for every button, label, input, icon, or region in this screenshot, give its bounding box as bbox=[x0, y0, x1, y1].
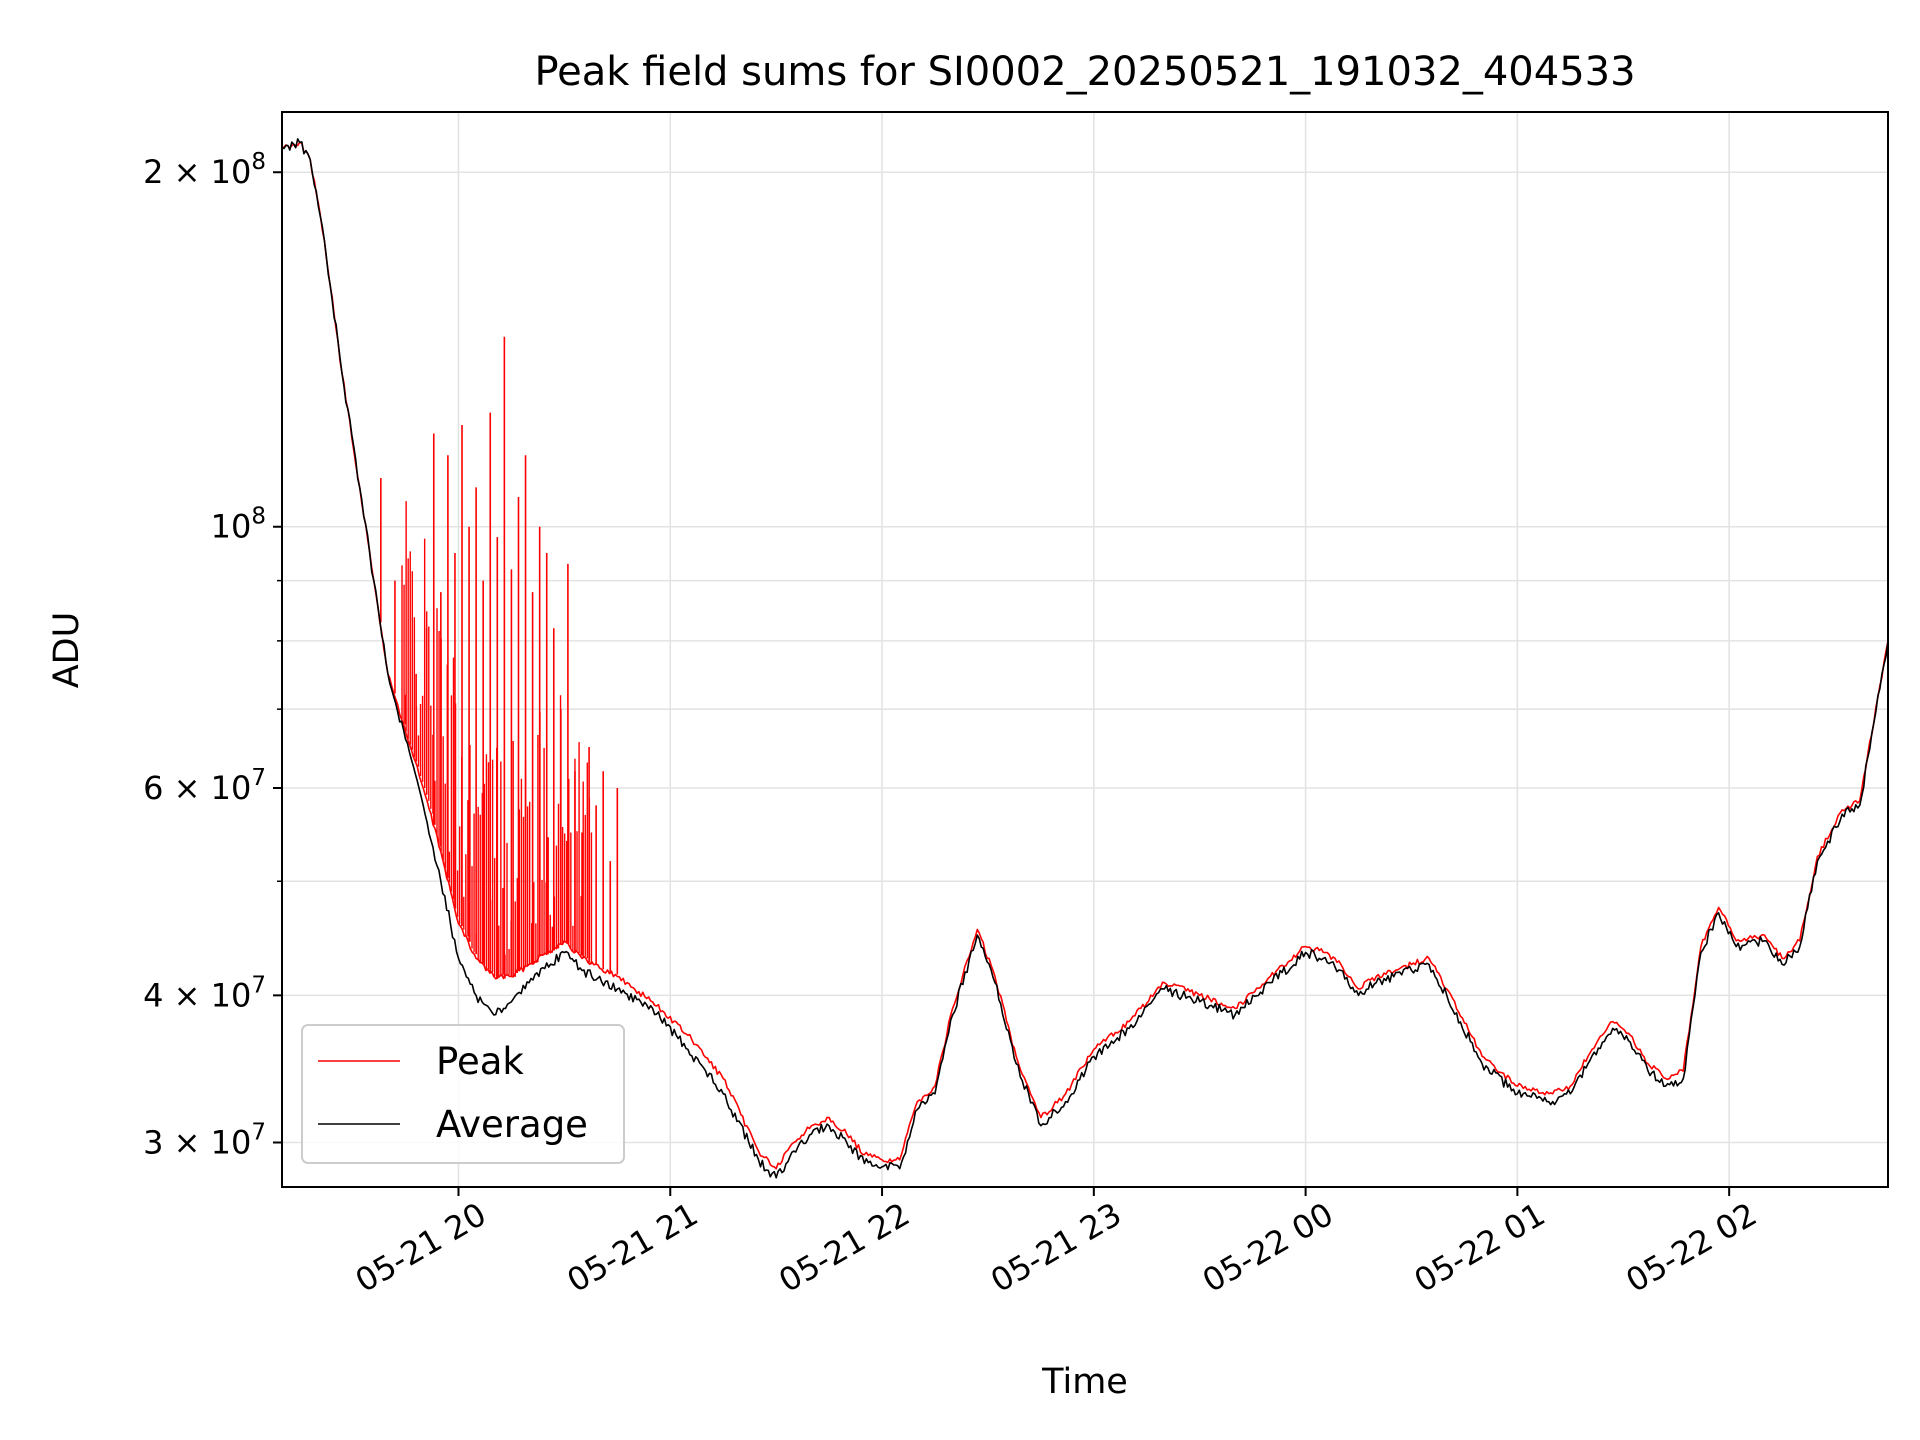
y-tick-label: 2 × 108 bbox=[143, 149, 266, 191]
plot-frame bbox=[281, 111, 1889, 1188]
x-tick-label: 05-22 01 bbox=[1408, 1195, 1552, 1300]
y-tick-label: 3 × 107 bbox=[143, 1119, 266, 1161]
legend-box bbox=[301, 1024, 625, 1164]
x-tick-label: 05-22 02 bbox=[1620, 1195, 1764, 1300]
legend: Peak Average bbox=[301, 1024, 625, 1164]
y-tick-label: 4 × 107 bbox=[143, 972, 266, 1014]
y-tick-label: 6 × 107 bbox=[143, 765, 266, 807]
x-tick-label: 05-22 00 bbox=[1196, 1195, 1340, 1300]
legend-label-average: Average bbox=[436, 1103, 588, 1146]
grid bbox=[282, 112, 1888, 1187]
legend-label-peak: Peak bbox=[436, 1040, 524, 1083]
y-axis: 3 × 107 4 × 107 6 × 107 108 2 × 108 bbox=[143, 149, 282, 1161]
plot-area bbox=[282, 138, 1888, 1179]
x-axis: 05-21 20 05-21 21 05-21 22 05-21 23 05-22 00… bbox=[349, 1187, 1763, 1300]
y-axis-label: ADU bbox=[47, 612, 87, 689]
x-tick-label: 05-21 20 bbox=[349, 1195, 493, 1300]
series-line-average bbox=[282, 138, 1888, 1179]
y-tick-label: 108 bbox=[211, 504, 266, 546]
series-line-peak bbox=[282, 141, 1888, 1170]
chart-title: Peak field sums for SI0002_20250521_1910… bbox=[534, 49, 1635, 95]
x-tick-label: 05-21 22 bbox=[772, 1195, 916, 1300]
x-tick-label: 05-21 23 bbox=[984, 1195, 1128, 1300]
x-axis-label: Time bbox=[1041, 1362, 1128, 1402]
x-tick-label: 05-21 21 bbox=[561, 1195, 705, 1300]
